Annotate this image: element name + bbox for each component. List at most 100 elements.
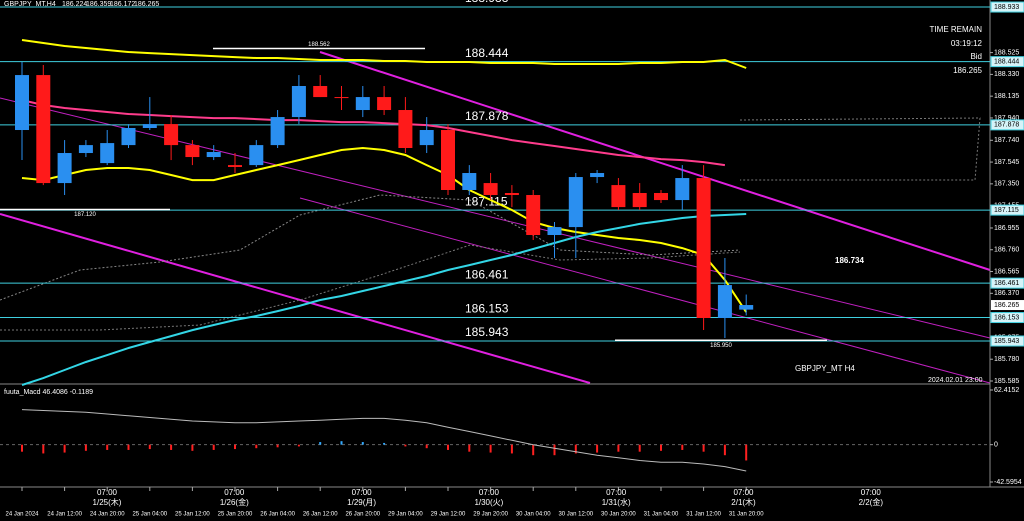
histogram-bar [212,444,215,450]
signal-line [21,409,747,472]
x-tick-label: 26 Jan 04:00 [260,512,295,518]
timestamp: 2024.02.01 23:00 [928,377,983,384]
axis-price-box [990,277,1024,289]
time-marker: 07:00 [97,488,118,497]
histogram-bar [702,444,705,452]
candle-body [398,110,413,148]
date-marker: 2/1(木) [731,497,756,507]
histogram-bar [255,444,258,449]
axis-price-label: 188.933 [994,4,1019,11]
histogram-bar [42,444,45,454]
candle-body [441,130,455,190]
x-tick-label: 30 Jan 20:00 [601,512,636,518]
candle-body [483,183,498,196]
histogram-bar [617,444,620,452]
x-tick-label: 26 Jan 12:00 [303,512,338,518]
x-tick-label: 24 Jan 2024 [5,512,39,518]
histogram-bar [468,444,471,452]
date-marker: 1/25(木) [93,497,122,507]
candle-body [78,145,93,154]
histogram-bar [489,444,492,453]
marker-label: 187.120 [74,212,96,218]
y-tick-label: 185.780 [994,356,1019,363]
ohlc-open: 186.224 [62,1,87,8]
indicator-title: fuuta_Macd 46.4086 -0.1189 [4,389,93,396]
candle-body [504,193,519,196]
cloud-line [739,117,981,181]
time-marker: 07:00 [606,488,627,497]
histogram-bar [21,444,23,452]
time-marker: 07:00 [352,488,373,497]
histogram-bar [681,444,684,450]
ohlc-close: 186.265 [134,1,159,8]
histogram-bar [234,444,236,450]
time-marker: 07:00 [861,488,882,497]
trend-line [0,213,591,384]
axis-price-label: 186.461 [994,280,1019,287]
axis-price-box [990,204,1024,216]
ma-line [21,39,747,69]
candle-body [249,145,264,166]
x-tick-label: 29 Jan 12:00 [431,512,466,518]
histogram-bar [510,444,513,454]
candle-body [100,143,115,164]
histogram-bar [170,444,173,450]
y-tick-label: 186.760 [994,247,1019,254]
candle-body [526,195,541,236]
cloud-line [0,244,741,331]
candle-body [377,97,392,111]
histogram-bar [361,442,364,445]
x-tick-label: 25 Jan 04:00 [132,512,167,518]
date-marker: 1/26(金) [220,497,249,507]
y-tick-label: 187.740 [994,137,1019,144]
histogram-bar [532,444,535,456]
candle-body [334,97,349,99]
date-marker: 1/29(月) [347,498,376,507]
candle-body [462,173,477,190]
y-tick-label: 186.370 [994,290,1019,297]
candle-body [696,178,711,318]
x-tick-label: 25 Jan 20:00 [218,512,253,518]
level-label: 186.461 [465,267,509,281]
bid-label: Bid [970,52,982,61]
x-tick-label: 25 Jan 12:00 [175,512,210,518]
date-marker: 1/31(水) [602,497,631,507]
date-marker: 1/30(火) [474,498,503,507]
bid-box [991,300,1024,311]
histogram-bar [383,442,386,445]
x-tick-label: 29 Jan 20:00 [473,512,508,518]
axis-price-box [990,1,1024,13]
bid-axis-label: 186.265 [994,302,1019,309]
marker-label: 185.950 [710,343,732,349]
candle-body [228,165,242,167]
level-label: 185.943 [465,325,509,339]
histogram-bar [106,444,109,450]
histogram-bar [404,444,407,447]
y-tick-label: 188.135 [994,93,1019,100]
candle-body [568,177,583,228]
candle-body [15,75,29,131]
date-marker: 2/2(金) [859,497,884,507]
ma-line [21,99,726,167]
x-tick-label: 24 Jan 12:00 [47,512,82,518]
marker-label: 188.562 [308,42,330,48]
candle-body [313,86,328,98]
time-marker: 07:00 [224,488,245,497]
candle-body [57,153,72,184]
histogram-bar [148,444,151,450]
histogram-bar [191,444,194,451]
candle-body [121,128,136,146]
ohlc-high: 186.359 [86,1,111,8]
candle-body [547,227,562,236]
candle-body [419,130,434,146]
axis-price-box [990,312,1024,324]
ohlc-low: 186.172 [110,1,135,8]
level-label: 187.878 [465,109,509,123]
bid: 186.265 [953,66,982,75]
axis-price-box [990,119,1024,131]
candle-body [270,117,285,146]
y-tick-label: 187.350 [994,181,1019,188]
time-marker: 07:00 [733,488,754,497]
